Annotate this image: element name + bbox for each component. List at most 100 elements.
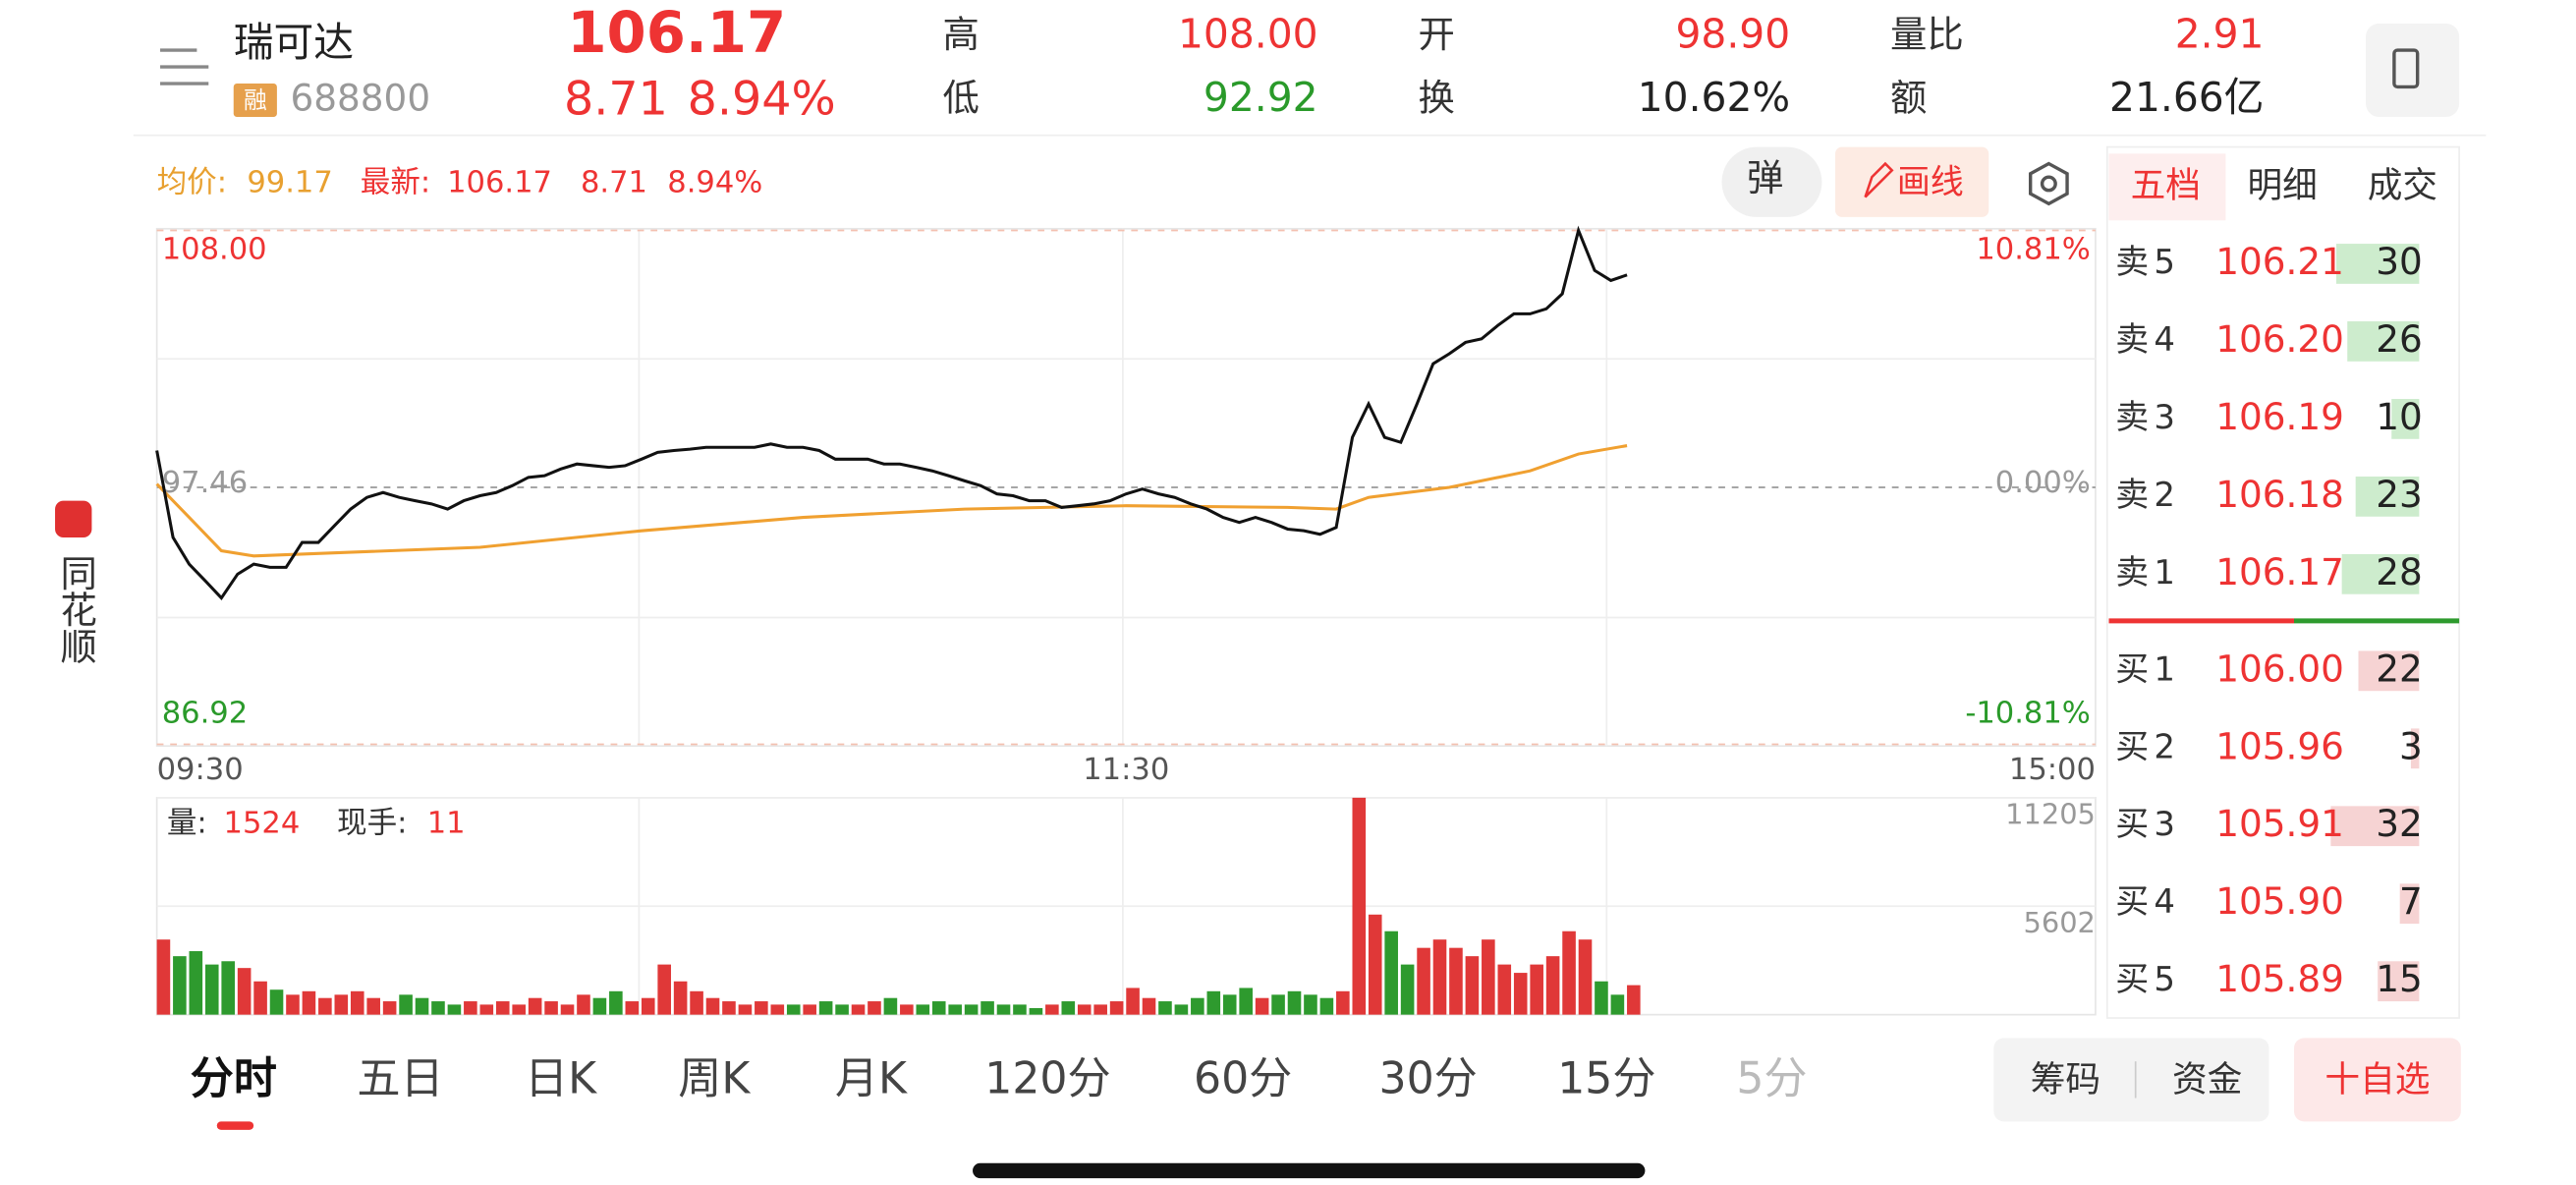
- volume-bar: [318, 997, 332, 1015]
- settings-icon[interactable]: [2028, 161, 2069, 206]
- volume-bar: [189, 951, 203, 1015]
- y-tick-label: 86.92: [162, 696, 248, 730]
- order-price: 106.00: [2215, 647, 2344, 690]
- order-volume: 3: [2399, 724, 2423, 767]
- volume-bar: [1530, 964, 1543, 1015]
- order-label: 卖5: [2115, 243, 2180, 282]
- volume-bar: [996, 1004, 1011, 1015]
- volume-bar: [382, 1001, 397, 1015]
- volume-bar: [1222, 994, 1237, 1015]
- volume-bar: [851, 1004, 866, 1015]
- period-tab[interactable]: 分时: [191, 1054, 277, 1104]
- volume-bar: [1013, 1004, 1027, 1015]
- volume-bar: [431, 1001, 445, 1015]
- order-tab[interactable]: 成交: [2368, 165, 2437, 205]
- volume-bar: [883, 997, 898, 1015]
- volume-bar: [705, 997, 720, 1015]
- period-tab[interactable]: 月K: [835, 1054, 908, 1104]
- volume-bar: [1174, 1004, 1189, 1015]
- volume-bar: [1077, 1004, 1092, 1015]
- volume-bar: [1206, 990, 1221, 1015]
- volume-bar: [253, 981, 267, 1015]
- volume-bar: [738, 1004, 753, 1015]
- period-tab[interactable]: 30分: [1378, 1054, 1477, 1104]
- tool-button[interactable]: 十自选: [2324, 1060, 2430, 1100]
- period-tab[interactable]: 周K: [678, 1054, 751, 1104]
- volume-bar: [931, 1001, 946, 1015]
- grid: [156, 228, 2096, 1015]
- brand: 同花顺: [54, 554, 97, 664]
- volume-bar: [173, 956, 187, 1015]
- period-tab[interactable]: 60分: [1194, 1054, 1292, 1104]
- draw-button[interactable]: [1835, 146, 1989, 217]
- order-volume-bar: [2347, 321, 2420, 362]
- period-tab[interactable]: 日K: [525, 1054, 597, 1104]
- period-tab[interactable]: 120分: [984, 1054, 1110, 1104]
- volume-bar: [415, 997, 429, 1015]
- latest-pct: 8.94%: [667, 165, 762, 199]
- volume-bar: [673, 981, 688, 1015]
- badge-bg: [233, 84, 277, 118]
- volume-tick-label: 5602: [2023, 906, 2095, 939]
- home-indicator: [973, 1162, 1646, 1179]
- order-tab[interactable]: 五档: [2131, 165, 2201, 205]
- change: 8.71: [564, 73, 668, 127]
- volume-tick-label: 11205: [2005, 798, 2096, 831]
- period-tab[interactable]: 5分: [1736, 1054, 1807, 1104]
- order-price: 105.96: [2215, 724, 2344, 767]
- order-price: 105.91: [2215, 802, 2344, 845]
- volume-bar: [1513, 973, 1528, 1015]
- volume-bar: [1627, 985, 1641, 1015]
- stat-label: 额: [1890, 77, 1927, 120]
- order-price: 106.19: [2215, 395, 2344, 438]
- volume-bar: [1610, 994, 1625, 1015]
- badge: 融: [244, 86, 267, 114]
- volume-bar: [641, 997, 655, 1015]
- change-pct: 8.94%: [688, 73, 836, 127]
- order-price: 106.21: [2215, 240, 2344, 283]
- y2-tick-label: -10.81%: [1965, 696, 2090, 730]
- stat-value: 21.66亿: [2109, 74, 2264, 121]
- volume-bar: [1449, 947, 1463, 1015]
- hand-label: 现手:: [337, 807, 407, 841]
- volume-bar: [1465, 956, 1480, 1015]
- popup-button[interactable]: [1721, 146, 1822, 217]
- order-label: 卖2: [2115, 476, 2180, 515]
- volume-bar: [755, 1001, 768, 1015]
- order-volume: 15: [2376, 957, 2423, 1000]
- volume-bar: [609, 990, 623, 1015]
- tab-indicator: [216, 1121, 254, 1130]
- volume-bar: [900, 1004, 914, 1015]
- price: 106.17: [567, 0, 786, 66]
- period-tab[interactable]: 15分: [1557, 1054, 1655, 1104]
- order-label: 买4: [2115, 882, 2180, 922]
- brand-icon: [55, 500, 92, 537]
- volume-bar: [366, 997, 380, 1015]
- latest-label: 最新:: [361, 165, 430, 199]
- order-volume: 28: [2376, 550, 2423, 593]
- tool-button[interactable]: 资金: [2172, 1060, 2242, 1100]
- volume-bar: [1497, 964, 1512, 1015]
- volume-bar: [1578, 939, 1593, 1015]
- volume-bar: [1142, 997, 1156, 1015]
- menu-icon[interactable]: [160, 48, 209, 85]
- volume-bar: [657, 964, 671, 1015]
- order-label: 买1: [2115, 649, 2180, 689]
- volume-bar: [237, 968, 252, 1015]
- order-volume: 23: [2376, 473, 2423, 516]
- series-line: [155, 225, 1628, 601]
- order-volume: 30: [2376, 240, 2423, 283]
- volume-bar: [221, 961, 235, 1015]
- latest: 106.17: [447, 165, 552, 199]
- period-tab[interactable]: 五日: [357, 1054, 443, 1104]
- order-volume: 7: [2399, 879, 2423, 923]
- y2-tick-label: 10.81%: [1976, 232, 2090, 266]
- stat-value: 108.00: [1178, 11, 1318, 58]
- device-button[interactable]: [2366, 23, 2460, 118]
- tool-button[interactable]: 筹码: [2031, 1060, 2100, 1100]
- volume-bar: [1191, 997, 1204, 1015]
- volume-bar: [690, 990, 703, 1015]
- order-tab[interactable]: 明细: [2247, 165, 2317, 205]
- stat-label: 换: [1418, 77, 1454, 120]
